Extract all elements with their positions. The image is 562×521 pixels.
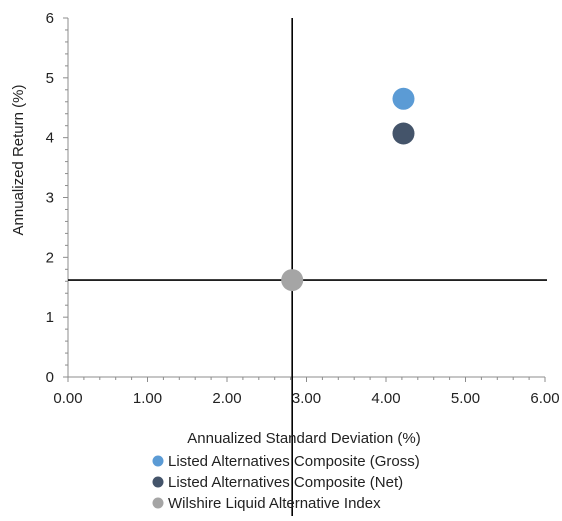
x-tick-label: 5.00 <box>451 390 480 407</box>
y-tick-label: 3 <box>46 190 54 207</box>
data-point-series-1 <box>392 122 415 145</box>
data-point-series-2 <box>281 269 304 292</box>
x-tick-label: 1.00 <box>133 390 162 407</box>
y-tick-label: 2 <box>46 249 54 266</box>
legend-label-0: Listed Alternatives Composite (Gross) <box>168 453 420 470</box>
y-tick-label: 6 <box>46 10 54 27</box>
y-tick-label: 0 <box>46 369 54 386</box>
x-tick-label: 2.00 <box>212 390 241 407</box>
legend: Listed Alternatives Composite (Gross) Lis… <box>152 453 420 512</box>
legend-label-2: Wilshire Liquid Alternative Index <box>168 495 381 512</box>
y-tick-label: 4 <box>46 130 54 147</box>
x-tick-label: 6.00 <box>530 390 559 407</box>
legend-marker-2 <box>152 497 164 509</box>
legend-marker-0 <box>152 455 164 467</box>
x-tick-label: 0.00 <box>53 390 82 407</box>
y-axis-title: Annualized Return (%) <box>10 85 27 236</box>
reference-lines-group <box>68 18 547 516</box>
legend-marker-1 <box>152 476 164 488</box>
x-tick-label: 3.00 <box>292 390 321 407</box>
data-point-series-0 <box>392 87 415 110</box>
legend-label-1: Listed Alternatives Composite (Net) <box>168 474 403 491</box>
x-tick-label: 4.00 <box>371 390 400 407</box>
data-points-group <box>281 87 415 292</box>
y-tick-label: 1 <box>46 309 54 326</box>
y-tick-label: 5 <box>46 70 54 87</box>
x-axis-title: Annualized Standard Deviation (%) <box>187 430 420 447</box>
axes-group: 0.00 1.00 2.00 3.00 4.00 5.00 6.00 0 1 2 3 4 5 6 <box>46 10 560 407</box>
